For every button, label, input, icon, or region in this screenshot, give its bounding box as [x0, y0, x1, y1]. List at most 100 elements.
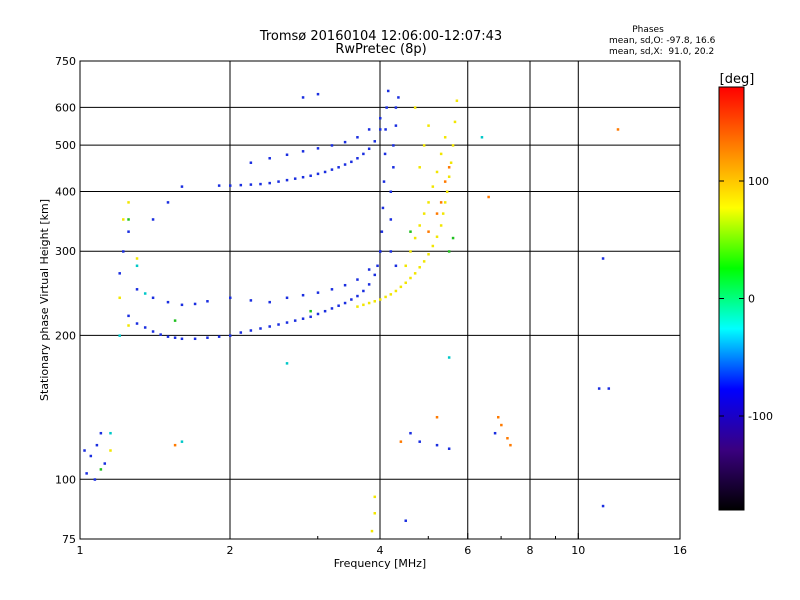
data-point	[285, 296, 289, 300]
data-point	[316, 172, 320, 176]
data-point	[427, 201, 430, 204]
data-point	[362, 289, 365, 293]
data-point	[239, 183, 243, 187]
data-point	[343, 140, 347, 144]
data-point	[435, 212, 439, 215]
data-point	[392, 144, 395, 147]
axis-ticks	[79, 533, 681, 539]
data-point	[447, 166, 451, 169]
data-point	[367, 301, 371, 305]
x-tick-label: 4	[377, 544, 384, 557]
data-point	[316, 92, 320, 96]
data-point	[337, 166, 340, 169]
data-point	[127, 324, 130, 327]
y-tick-label: 600	[55, 101, 76, 114]
data-point	[422, 212, 426, 215]
data-point	[367, 128, 371, 131]
data-point	[83, 449, 86, 452]
data-point	[118, 334, 121, 337]
data-point	[439, 152, 443, 156]
data-point	[404, 264, 407, 268]
data-point	[376, 264, 379, 268]
data-point	[180, 303, 184, 307]
data-point	[394, 124, 398, 127]
data-point	[379, 128, 382, 131]
data-point	[109, 449, 112, 452]
data-point	[409, 230, 412, 233]
data-point	[135, 322, 139, 325]
data-point	[356, 157, 359, 160]
data-point	[418, 224, 421, 227]
data-point	[435, 443, 439, 447]
data-point	[343, 283, 347, 287]
data-point	[447, 175, 451, 178]
data-point	[386, 89, 390, 93]
data-point	[409, 276, 412, 280]
data-point	[447, 447, 451, 450]
data-point	[180, 337, 184, 341]
data-point	[427, 124, 430, 127]
data-point	[373, 512, 377, 515]
data-point	[382, 180, 386, 183]
data-point	[394, 289, 398, 293]
data-point	[455, 99, 459, 103]
data-point	[370, 529, 374, 533]
x-tick-label: 10	[571, 544, 585, 557]
data-point	[350, 298, 353, 301]
data-point	[159, 333, 162, 336]
data-point	[383, 152, 387, 156]
data-point	[180, 185, 184, 188]
data-point	[443, 136, 447, 139]
colorbar-tick-label: 100	[748, 175, 769, 188]
data-point	[362, 303, 365, 307]
data-point	[385, 106, 388, 109]
y-tick-labels: 75 100 200 300 400 500 600 750	[55, 55, 76, 546]
data-point	[373, 273, 377, 277]
x-tick-label: 6	[464, 544, 471, 557]
data-point	[418, 440, 421, 443]
data-point	[443, 201, 447, 204]
data-point	[217, 184, 221, 187]
data-point	[435, 170, 439, 174]
x-tick-label: 8	[527, 544, 534, 557]
data-point	[127, 314, 130, 318]
colorbar-tick-label: -100	[748, 410, 773, 423]
data-point	[601, 257, 605, 260]
data-point	[135, 257, 139, 260]
data-point	[285, 321, 289, 324]
data-point	[379, 298, 382, 301]
data-point	[399, 440, 403, 443]
data-point	[268, 181, 271, 185]
data-point	[389, 293, 393, 296]
data-point	[268, 157, 271, 160]
data-point	[330, 144, 334, 147]
data-point	[206, 336, 209, 339]
data-point	[389, 190, 393, 193]
data-point	[316, 312, 320, 316]
data-point	[356, 305, 359, 308]
data-point	[493, 431, 497, 435]
data-point	[323, 309, 327, 313]
data-point	[480, 136, 484, 139]
data-point	[413, 236, 417, 240]
data-point	[301, 317, 305, 320]
data-point	[173, 336, 177, 339]
chart-subtitle: RwPretec (8p)	[335, 42, 426, 57]
data-point	[285, 153, 289, 157]
data-point	[435, 415, 439, 419]
data-point	[601, 504, 605, 508]
data-point	[404, 281, 407, 285]
data-point	[496, 415, 500, 419]
data-point	[151, 330, 155, 333]
data-point	[301, 150, 305, 153]
data-point	[229, 334, 232, 337]
data-point	[249, 299, 253, 302]
data-point	[379, 250, 382, 253]
data-point	[451, 144, 455, 147]
data-point	[384, 295, 387, 299]
data-point	[330, 307, 334, 310]
data-point	[268, 325, 271, 328]
data-point	[343, 301, 347, 305]
data-point	[367, 147, 371, 151]
